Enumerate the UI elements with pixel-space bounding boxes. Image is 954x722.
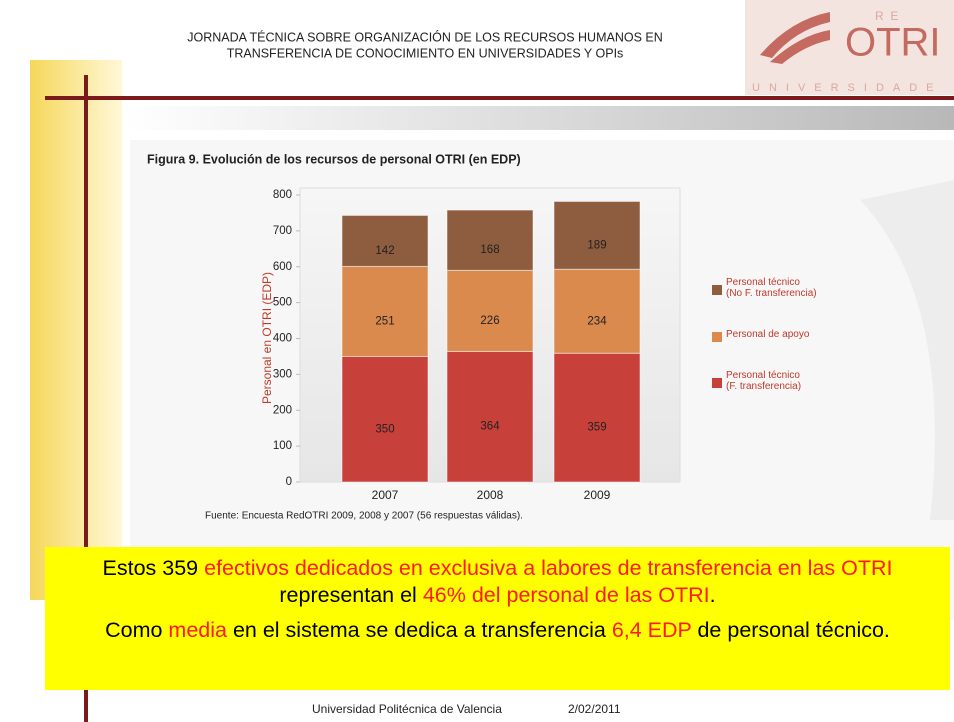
x-tick-label: 2009	[584, 488, 611, 502]
header-title: TRANSFERENCIA DE CONOCIMIENTO EN UNIVERS…	[227, 46, 624, 60]
y-axis-label: Personal en OTRI (EDP)	[260, 272, 274, 404]
callout-text: Como	[105, 618, 169, 642]
logo-mark	[760, 12, 830, 64]
header-band	[125, 106, 954, 130]
data-label: 168	[480, 244, 499, 256]
legend-label: Personal técnico (F. transferencia)	[726, 369, 802, 392]
callout-text: representan el	[279, 583, 423, 607]
data-label: 364	[480, 421, 500, 433]
side-rule	[84, 75, 88, 722]
y-tick-label: 400	[273, 333, 292, 345]
data-label: 251	[375, 315, 394, 327]
bar-segment	[446, 350, 534, 483]
x-tick-label: 2007	[372, 488, 399, 502]
logo-top: R E	[875, 9, 898, 23]
legend-swatch	[712, 285, 722, 295]
y-tick-label: 700	[273, 225, 292, 237]
footer-institution: Universidad Politécnica de Valencia	[312, 702, 502, 716]
y-tick-label: 500	[273, 297, 292, 309]
y-tick-label: 800	[273, 189, 292, 201]
data-label: 350	[375, 423, 394, 435]
y-tick-label: 100	[273, 440, 292, 452]
side-strip	[30, 60, 122, 600]
callout-text: de personal técnico.	[691, 618, 890, 642]
bar-segment	[446, 209, 534, 271]
callout-text: 6,4 EDP	[611, 618, 692, 642]
callout-paragraph: Como media en el sistema se dedica a tra…	[75, 617, 920, 644]
y-tick-label: 0	[286, 476, 292, 488]
watermark-arc	[860, 180, 954, 520]
footer-date: 2/02/2011	[568, 702, 621, 716]
header-title: JORNADA TÉCNICA SOBRE ORGANIZACIÓN DE LO…	[187, 29, 663, 44]
header-rule	[45, 96, 954, 100]
callout: Estos 359 efectivos dedicados en exclusi…	[45, 547, 950, 690]
data-label: 142	[375, 245, 394, 257]
callout-text: en el sistema se dedica a transferencia	[226, 618, 612, 642]
legend-label: Personal técnico (No F. transferencia)	[726, 276, 817, 299]
callout-paragraph: Estos 359 efectivos dedicados en exclusi…	[75, 555, 920, 609]
callout-text: efectivos dedicados en exclusiva a labor…	[204, 556, 893, 580]
y-tick-label: 600	[273, 261, 292, 273]
bar-segment	[446, 269, 534, 352]
bar-segment	[341, 214, 429, 267]
legend-swatch	[712, 378, 722, 388]
chart-title: Figura 9. Evolución de los recursos de p…	[147, 152, 521, 166]
bar-segment	[341, 265, 429, 357]
data-label: 234	[587, 315, 607, 327]
logo: OTRI	[845, 21, 941, 65]
data-label: 226	[480, 315, 499, 327]
callout-text: media	[168, 618, 227, 642]
callout-text: 46% del personal de las OTRI	[422, 583, 710, 607]
source: Fuente: Encuesta RedOTRI 2009, 2008 y 20…	[205, 511, 523, 522]
x-tick-label: 2008	[477, 488, 504, 502]
bar-segment	[553, 200, 641, 270]
legend-swatch	[712, 332, 722, 342]
y-tick-label: 200	[273, 404, 292, 416]
legend-label: Personal de apoyo	[726, 329, 810, 340]
callout-text: Estos 359	[102, 556, 205, 580]
y-tick-label: 300	[273, 368, 292, 380]
bar-segment	[341, 355, 429, 483]
logo-bottom: UNIVERSIDADE	[752, 82, 943, 94]
callout-text: .	[709, 583, 716, 607]
data-label: 359	[587, 422, 606, 434]
data-label: 189	[587, 239, 606, 251]
bar-segment	[553, 268, 641, 354]
bar-segment	[553, 352, 641, 483]
